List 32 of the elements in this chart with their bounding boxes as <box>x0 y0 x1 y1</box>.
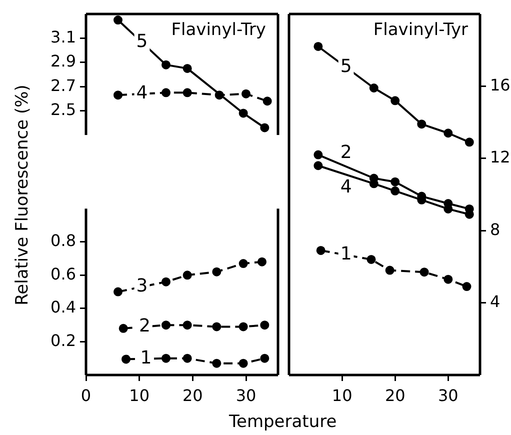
series-label: 2 <box>340 142 352 164</box>
x-axis-title: Temperature <box>229 412 337 432</box>
y-tick-label: 0.4 <box>50 298 76 317</box>
x-tick-label: 20 <box>182 386 203 405</box>
y-tick-label: 0.2 <box>50 330 76 350</box>
series-label: 1 <box>140 347 152 368</box>
y2-tick-label: 12 <box>490 148 510 167</box>
y-tick-label: 0.6 <box>50 264 76 284</box>
y-tick-label: 0.8 <box>50 231 76 250</box>
x-tick-label: 0 <box>80 386 92 405</box>
series-label: 3 <box>136 275 148 296</box>
y2-tick-label: 8 <box>490 220 500 239</box>
series-label: 5 <box>340 56 352 77</box>
series-label: 5 <box>136 31 148 52</box>
y-tick-label: 3.1 <box>50 27 76 46</box>
y-tick-label: 2.5 <box>50 100 76 119</box>
y2-tick-label: 16 <box>490 75 510 94</box>
series-label: 1 <box>340 244 352 265</box>
series-label: 2 <box>138 315 150 336</box>
x-tick-label: 10 <box>332 386 352 405</box>
x-tick-label: 10 <box>129 386 150 405</box>
chart-title: Flavinyl-Try <box>171 20 266 40</box>
y-tick-label: 2.9 <box>50 52 76 71</box>
series-label: 4 <box>136 82 148 104</box>
x-tick-label: 30 <box>438 386 458 405</box>
chart-title: Flavinyl-Tyr <box>373 20 468 40</box>
x-tick-label: 30 <box>236 386 256 405</box>
y-tick-label: 2.7 <box>50 76 76 95</box>
y-axis-title: Relative Fluorescence (%) <box>12 84 32 306</box>
x-tick-label: 20 <box>384 386 406 405</box>
series-label: 4 <box>340 176 352 198</box>
y2-tick-label: 4 <box>490 292 500 311</box>
